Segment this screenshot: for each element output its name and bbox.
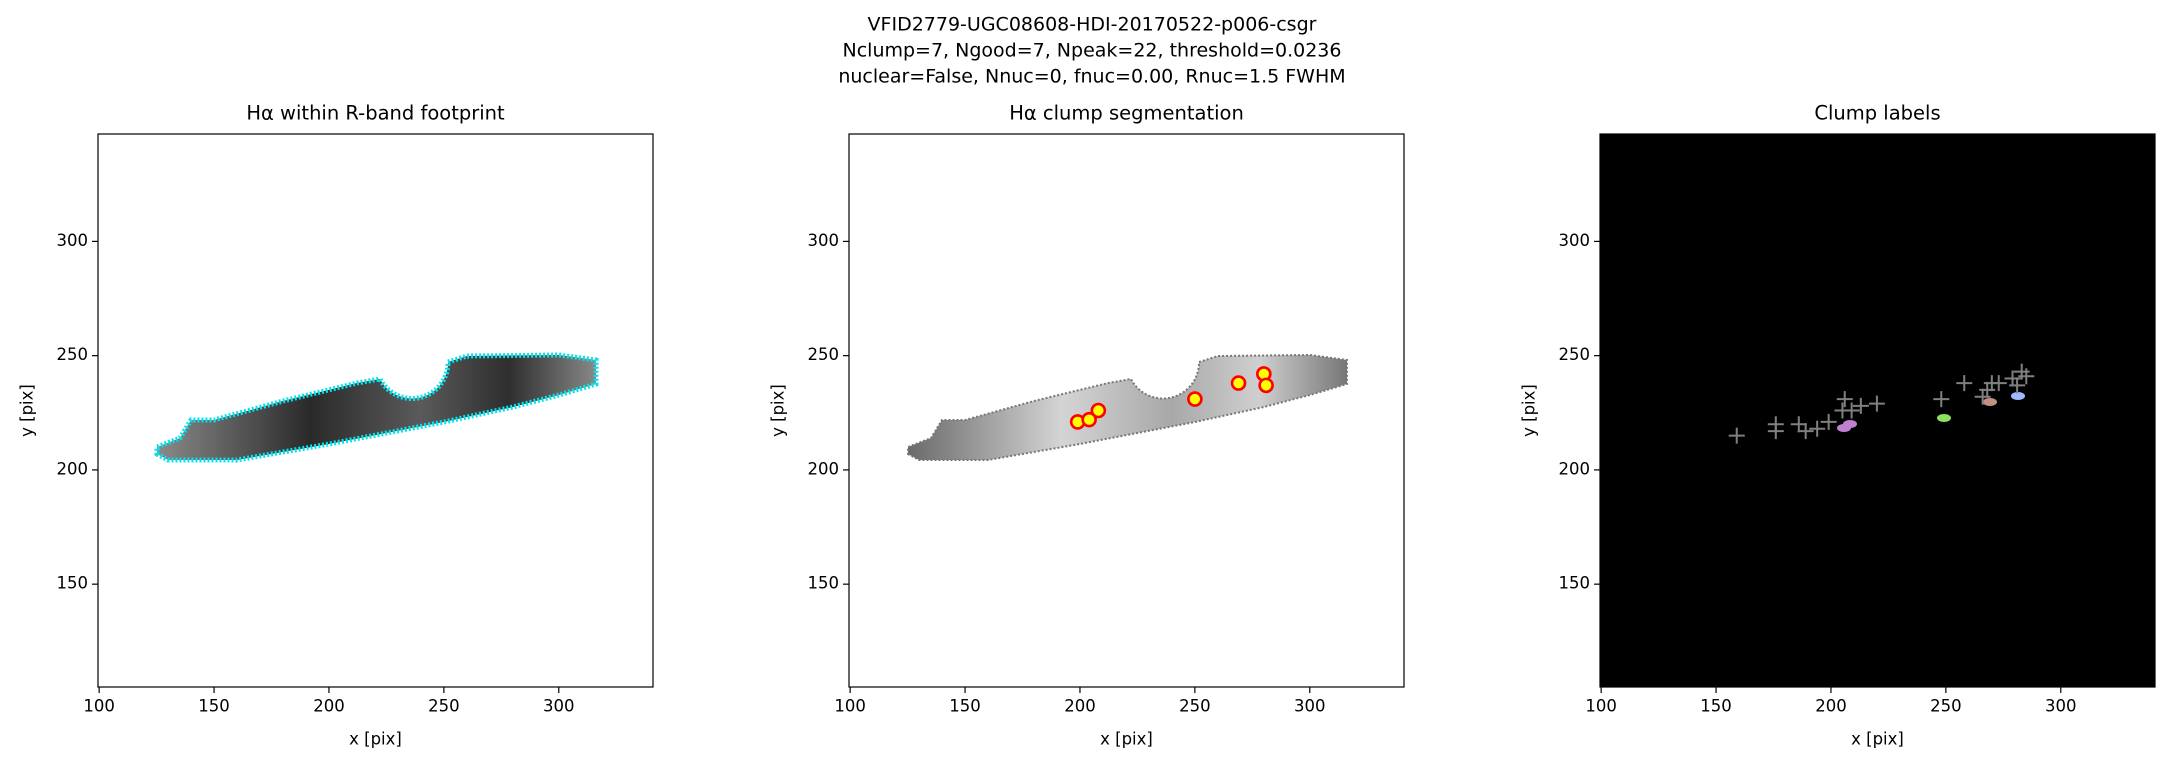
x-axis-label: x [pix] [349, 730, 402, 749]
y-tick-label: 200 [57, 459, 89, 478]
y-tick-label: 150 [808, 574, 840, 593]
y-tick-label: 150 [1559, 574, 1591, 593]
x-tick-label: 200 [1064, 697, 1096, 716]
peak-marker [1728, 427, 1745, 444]
panel: Hα clump segmentation x [pix] y [pix] 100 15… [769, 102, 1405, 749]
figure-title: nuclear=False, Nnuc=0, fnuc=0.00, Rnuc=1… [838, 66, 1345, 88]
x-axis-label: x [pix] [1851, 730, 1904, 749]
peak-marker [1820, 413, 1837, 430]
peak-marker [1933, 391, 1950, 408]
axes-frame [848, 133, 1405, 688]
clump-marker [1258, 377, 1274, 394]
clump-marker [1230, 375, 1247, 391]
axes-frame [97, 133, 654, 688]
x-tick-label: 150 [198, 697, 230, 716]
clump-region [1843, 420, 1857, 428]
x-tick-label: 200 [313, 697, 345, 716]
clump-marker [1081, 411, 1097, 428]
peak-marker [1852, 397, 1869, 414]
x-tick-label: 200 [1815, 697, 1847, 716]
peak-marker [1843, 402, 1860, 419]
panel: Hα within R-band footprint x [pix] y [pix]… [18, 102, 654, 749]
y-axis-label: y [pix] [18, 384, 37, 437]
peak-marker [1797, 423, 1814, 440]
peak-marker [1990, 375, 2007, 392]
peak-marker [1956, 375, 1973, 392]
peak-marker [1868, 395, 1885, 412]
x-tick-label: 250 [1930, 697, 1962, 716]
y-tick-label: 250 [1559, 345, 1591, 364]
y-tick-label: 300 [57, 231, 89, 250]
y-tick-label: 200 [808, 459, 840, 478]
y-axis-label: y [pix] [1520, 384, 1539, 437]
x-tick-label: 300 [543, 697, 575, 716]
clump-region [1983, 398, 1997, 406]
clump-marker [1187, 391, 1203, 407]
y-tick-label: 200 [1559, 459, 1591, 478]
x-tick-label: 100 [1585, 697, 1617, 716]
panel: Clump labels x [pix] y [pix] 100 150 200 250 30… [1520, 102, 2156, 749]
panel-title: Clump labels [1814, 102, 1940, 125]
panel-title: Hα clump segmentation [1009, 102, 1244, 125]
clump-marker [1090, 402, 1107, 419]
y-tick-label: 300 [1559, 231, 1591, 250]
y-axis-label: y [pix] [769, 384, 788, 437]
y-tick-label: 250 [808, 345, 840, 364]
peak-marker [2018, 368, 2035, 385]
figure-title: VFID2779-UGC08608-HDI-20170522-p006-csgr [868, 14, 1317, 36]
figure-title: Nclump=7, Ngood=7, Npeak=22, threshold=0… [843, 40, 1342, 62]
x-tick-label: 100 [83, 697, 115, 716]
peak-marker [1790, 416, 1807, 433]
axes-frame [1599, 133, 2156, 688]
x-tick-label: 250 [428, 697, 460, 716]
x-axis-label: x [pix] [1100, 730, 1153, 749]
peak-marker [1767, 416, 1784, 433]
y-tick-label: 250 [57, 345, 89, 364]
x-tick-label: 250 [1179, 697, 1211, 716]
y-tick-label: 300 [808, 231, 840, 250]
clump-region [2011, 392, 2025, 400]
x-tick-label: 150 [949, 697, 981, 716]
peak-marker [1809, 420, 1826, 437]
panel-title: Hα within R-band footprint [246, 102, 505, 125]
x-tick-label: 300 [2045, 697, 2077, 716]
x-tick-label: 100 [834, 697, 866, 716]
x-tick-label: 150 [1700, 697, 1732, 716]
y-tick-label: 150 [57, 574, 89, 593]
peak-marker [2009, 377, 2026, 394]
clump-region [1937, 414, 1951, 422]
peak-marker [1836, 391, 1853, 408]
x-tick-label: 300 [1294, 697, 1326, 716]
